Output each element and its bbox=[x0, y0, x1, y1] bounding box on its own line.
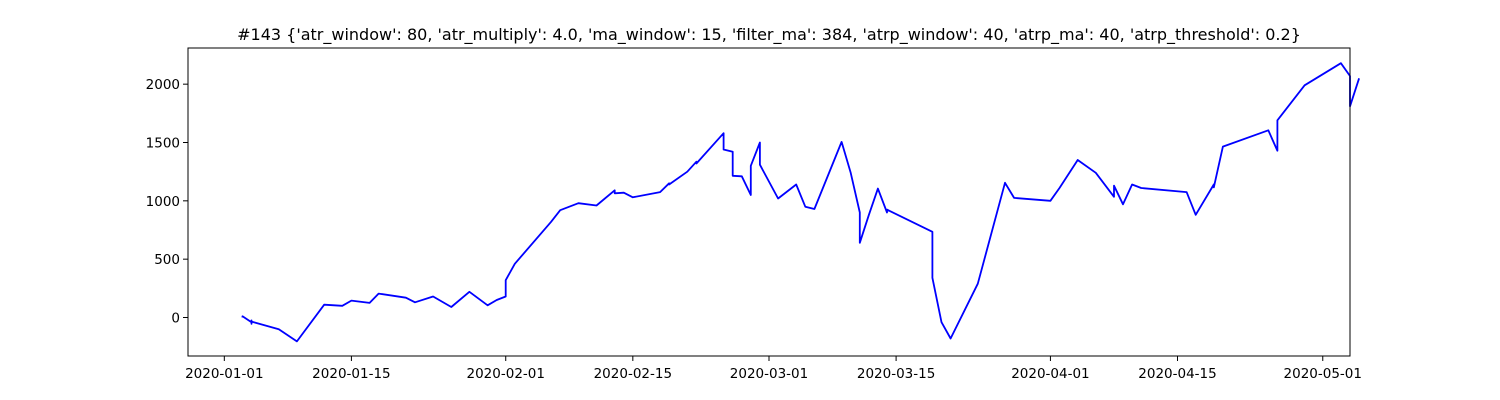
y-tick-label: 1000 bbox=[146, 194, 180, 210]
x-tick-label: 2020-02-01 bbox=[467, 366, 545, 382]
x-axis: 2020-01-01 2020-01-15 2020-02-01 2020-02-15… bbox=[185, 356, 1362, 382]
y-axis: 0 500 1000 1500 2000 bbox=[146, 77, 188, 327]
x-tick-label: 2020-01-15 bbox=[312, 366, 390, 382]
plot-frame bbox=[187, 47, 1351, 357]
y-tick-label: 0 bbox=[171, 311, 180, 327]
y-tick-label: 500 bbox=[154, 252, 180, 268]
x-tick-label: 2020-01-01 bbox=[185, 366, 263, 382]
x-tick-label: 2020-05-01 bbox=[1284, 366, 1362, 382]
y-tick-label: 1500 bbox=[146, 136, 180, 152]
x-tick-label: 2020-04-01 bbox=[1011, 366, 1089, 382]
x-tick-label: 2020-04-15 bbox=[1138, 366, 1216, 382]
x-tick-label: 2020-03-15 bbox=[857, 366, 935, 382]
x-tick-label: 2020-03-01 bbox=[730, 366, 808, 382]
y-tick-label: 2000 bbox=[146, 77, 180, 93]
equity-line bbox=[241, 62, 1360, 343]
x-tick-label: 2020-02-15 bbox=[594, 366, 672, 382]
series-layer bbox=[241, 62, 1360, 343]
chart-title: #143 {'atr_window': 80, 'atr_multiply': … bbox=[237, 25, 1301, 45]
